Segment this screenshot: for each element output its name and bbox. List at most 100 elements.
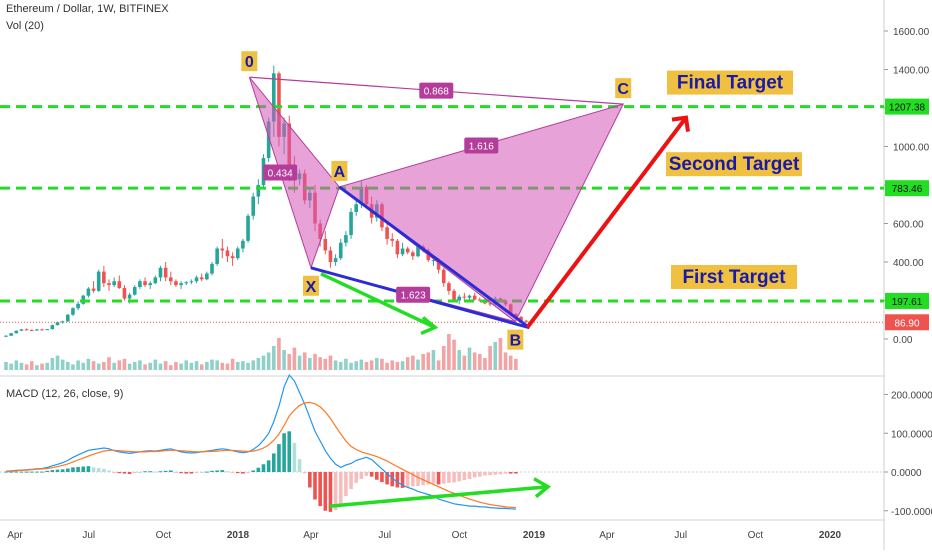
candle-body — [400, 248, 405, 255]
volume-bar — [40, 363, 44, 370]
volume-bar — [102, 362, 106, 370]
volume-bar — [369, 360, 374, 370]
macd-histogram-bar — [256, 467, 261, 472]
volume-bar — [416, 359, 420, 370]
volume-bar — [493, 342, 498, 370]
candle-body — [251, 196, 255, 216]
candle-body — [76, 303, 80, 309]
projection-arrow-head — [671, 115, 690, 132]
candle-body — [60, 321, 65, 323]
candle-body — [179, 283, 183, 286]
volume-bar — [447, 334, 451, 370]
macd-histogram-bar — [503, 472, 508, 474]
ratio-label: 0.868 — [424, 87, 449, 98]
macd-histogram-bar — [447, 472, 451, 483]
projection-arrow-line — [525, 116, 688, 329]
volume-bar — [24, 364, 29, 370]
divergence-arrowhead-macd — [533, 477, 552, 499]
time-tick-label: 2019 — [523, 530, 546, 541]
volume-bar — [375, 358, 379, 370]
volume-bar — [457, 350, 461, 370]
macd-histogram-bar — [143, 471, 147, 473]
candle-body — [457, 296, 461, 301]
volume-bar — [344, 358, 348, 370]
volume-bar — [230, 358, 235, 370]
volume-bar — [29, 361, 34, 370]
macd-histogram-bar — [287, 431, 292, 472]
pattern-point-label: X — [306, 279, 317, 296]
price-tag-label: 1207.38 — [889, 103, 926, 114]
candle-body — [14, 330, 19, 334]
candle-body — [19, 329, 24, 331]
ratio-label: 1.616 — [469, 142, 494, 153]
macd-histogram-bar — [81, 466, 86, 472]
volume-bar — [117, 360, 122, 370]
pattern-point-bg — [302, 275, 319, 296]
volume-bar — [60, 359, 65, 370]
macd-histogram-bar — [132, 472, 137, 473]
time-tick-label: Oct — [748, 530, 764, 541]
candle-body — [441, 269, 446, 284]
volume-bar — [76, 360, 80, 370]
signal-line — [5, 401, 516, 509]
volume-bar — [426, 352, 431, 370]
volume-bar — [210, 359, 214, 370]
volume-bar — [163, 361, 168, 370]
macd-histogram-bar — [359, 472, 364, 479]
candle-body — [40, 329, 44, 331]
candle-body — [385, 227, 389, 239]
macd-histogram-bar — [488, 472, 492, 476]
macd-histogram-bar — [395, 472, 400, 488]
volume-bar — [421, 354, 425, 370]
volume-bar — [266, 352, 271, 370]
candle-body — [50, 325, 55, 330]
candle-body — [35, 329, 39, 331]
candle-body — [163, 267, 168, 278]
pattern-point-label: B — [510, 333, 522, 350]
ratio-label-bg — [263, 164, 298, 181]
volume-bar — [169, 365, 173, 370]
volume-bar — [308, 358, 312, 370]
time-tick-label: Oct — [452, 530, 468, 541]
volume-bar — [452, 339, 456, 370]
macd-histogram-bar — [328, 472, 333, 512]
candle-body — [405, 248, 410, 253]
candle-body — [272, 73, 276, 122]
volume-bar — [333, 360, 338, 370]
candle-body — [148, 283, 152, 286]
volume-bar — [241, 361, 245, 370]
macd-histogram-bar — [313, 472, 317, 500]
macd-histogram-bar — [349, 472, 353, 490]
macd-histogram-bar — [138, 472, 142, 473]
macd-histogram-bar — [462, 472, 467, 481]
candle-body — [519, 316, 523, 321]
candle-body — [452, 290, 456, 301]
candle-body — [45, 329, 49, 331]
pattern-point-label: A — [334, 164, 346, 181]
macd-histogram-bar — [127, 472, 132, 474]
volume-bar — [478, 354, 482, 370]
volume-bar — [256, 358, 261, 370]
candle-body — [411, 252, 415, 257]
candle-body — [9, 333, 13, 336]
macd-histogram-bar — [210, 470, 214, 472]
macd-histogram-bar — [411, 472, 415, 487]
candle-body — [472, 295, 477, 300]
candle-body — [344, 235, 348, 243]
macd-histogram-bar — [14, 471, 19, 473]
candle-body — [431, 260, 436, 262]
time-tick-label: Apr — [7, 530, 23, 541]
macd-histogram-bar — [179, 472, 183, 474]
macd-histogram-bar — [297, 459, 302, 472]
macd-histogram-bar — [86, 466, 91, 472]
macd-histogram-bar — [153, 471, 158, 473]
volume-bar — [189, 362, 194, 370]
divergence-arrowhead-price — [420, 316, 439, 336]
macd-histogram-bar — [261, 464, 266, 472]
candle-body — [447, 283, 451, 291]
time-tick-label: Apr — [599, 530, 615, 541]
volume-bar — [220, 362, 225, 370]
ratio-label-bg — [396, 286, 431, 303]
